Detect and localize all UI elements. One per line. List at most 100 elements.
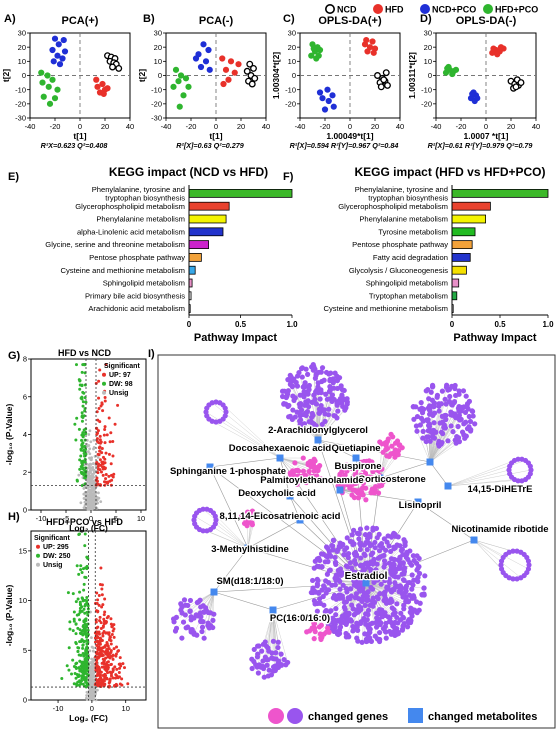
- data-point-hfd: [494, 51, 501, 58]
- metabolite-edge: [417, 501, 475, 541]
- gene-node: [335, 567, 341, 574]
- data-point-hfd-pco: [452, 66, 460, 73]
- down-point: [84, 475, 88, 479]
- y-tick-label: 10: [19, 596, 27, 605]
- gene-node: [294, 473, 300, 479]
- up-point: [95, 626, 99, 630]
- edge: [447, 460, 515, 487]
- up-point: [102, 613, 106, 617]
- legend-gene-pink: [268, 708, 284, 724]
- edge: [271, 609, 274, 653]
- gene-node: [430, 432, 436, 438]
- gene-node: [195, 599, 202, 605]
- gene-node: [463, 393, 469, 399]
- data-point-hfd-pco: [49, 76, 56, 83]
- gene-node: [514, 576, 520, 582]
- up-point: [99, 670, 103, 674]
- gene-node: [374, 561, 380, 567]
- data-point-hfd: [104, 85, 111, 92]
- gene-node: [322, 585, 328, 591]
- gene-node: [278, 651, 284, 657]
- legend-unsig-marker: [102, 390, 106, 395]
- gene-node: [312, 465, 318, 471]
- gene-node: [183, 625, 189, 631]
- data-point-ncd-pco: [60, 36, 67, 44]
- down-point: [84, 678, 88, 682]
- gene-node: [333, 561, 339, 568]
- data-point-hfd-pco: [310, 45, 317, 52]
- legend-unsig-label: Unsig: [43, 562, 62, 569]
- gene-node: [343, 634, 349, 640]
- up-point: [112, 472, 116, 476]
- up-point: [108, 680, 112, 684]
- unsig-point: [86, 477, 90, 481]
- edge: [194, 516, 249, 549]
- gene-node: [306, 387, 312, 393]
- gene-node: [391, 556, 398, 563]
- unsig-point: [89, 697, 93, 701]
- gene-node: [249, 656, 255, 662]
- gene-node: [440, 419, 446, 425]
- metabolite-node: [352, 454, 360, 462]
- category-label: Cysteine and methionine metabolism: [60, 266, 185, 275]
- gene-node: [326, 406, 332, 412]
- legend-marker-hfd: [372, 4, 383, 14]
- up-point: [109, 462, 113, 466]
- gene-node: [261, 674, 267, 680]
- gene-node: [360, 492, 366, 498]
- unsig-point: [86, 505, 90, 509]
- gene-node: [396, 584, 402, 590]
- x-tick-label: -20: [186, 122, 197, 131]
- gene-node: [377, 439, 383, 445]
- down-point: [85, 663, 89, 667]
- gene-node: [300, 468, 307, 474]
- gene-node: [317, 557, 323, 564]
- x-tick-label: 40: [126, 122, 134, 131]
- up-point: [101, 631, 105, 635]
- up-point: [101, 467, 105, 471]
- data-point-ncd: [248, 80, 256, 88]
- category-label: Tryptophan metabolism: [369, 291, 448, 300]
- gene-node: [526, 562, 532, 568]
- up-point: [110, 633, 114, 637]
- metabolite-label: 8,11,14-Eicosatrienoic acid: [220, 511, 341, 522]
- gene-node: [294, 373, 301, 379]
- data-point-hfd-pco: [182, 75, 190, 82]
- unsig-point: [89, 666, 93, 669]
- unsig-point: [88, 677, 92, 681]
- up-point: [104, 473, 108, 477]
- x-tick-label: -20: [50, 122, 61, 131]
- metabolite-node: [426, 458, 434, 466]
- gene-node: [388, 431, 394, 437]
- data-point-hfd: [231, 69, 238, 76]
- gene-node: [408, 606, 415, 612]
- gene-node: [399, 546, 405, 553]
- gene-node: [356, 536, 362, 542]
- legend-metabolite-square: [408, 708, 423, 723]
- data-point-ncd-pco: [319, 95, 326, 102]
- gene-node: [344, 468, 350, 474]
- gene-node: [375, 468, 382, 474]
- gene-node: [334, 385, 341, 392]
- unsig-point: [85, 697, 89, 701]
- data-point-ncd-pco: [54, 52, 61, 59]
- gene-node: [411, 577, 417, 583]
- unsig-point: [90, 478, 94, 482]
- gene-node: [211, 611, 217, 617]
- gene-node: [349, 532, 355, 538]
- gene-node: [349, 602, 355, 608]
- up-point: [122, 666, 126, 670]
- category-label: alpha-Linolenic acid metabolism: [77, 227, 185, 236]
- gene-node: [317, 596, 323, 602]
- gene-node: [328, 608, 334, 614]
- gene-node: [367, 573, 373, 579]
- gene-node: [374, 535, 380, 541]
- unsig-point: [89, 508, 93, 511]
- gene-node: [368, 490, 374, 496]
- unsig-point: [92, 472, 96, 475]
- up-point: [95, 656, 99, 660]
- gene-node: [362, 552, 368, 559]
- gene-node: [424, 434, 430, 440]
- data-point-ncd-pco: [56, 61, 64, 68]
- edge: [447, 469, 532, 487]
